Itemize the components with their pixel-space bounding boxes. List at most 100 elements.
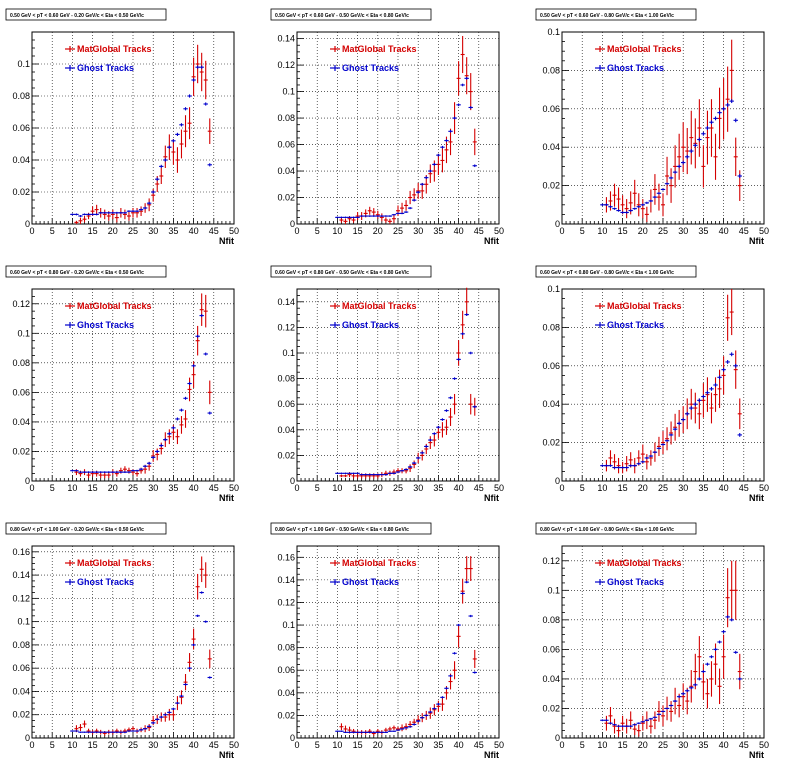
- ghost-point: [620, 466, 625, 469]
- ghost-point: [628, 209, 633, 212]
- ghost-point: [608, 464, 613, 467]
- ghost-point: [195, 65, 200, 69]
- x-tick-label: 50: [759, 740, 769, 750]
- panel-title: 0.50 GeV < pT < 0.60 GeV - 0.50 GeV/c < …: [275, 13, 409, 19]
- y-tick-label: 0.12: [12, 299, 30, 309]
- y-tick-label: 0.12: [277, 322, 295, 332]
- x-tick-label: 5: [580, 740, 585, 750]
- matglobal-point: [440, 422, 445, 438]
- ghost-point: [339, 730, 344, 732]
- grid-lines: [32, 32, 234, 224]
- ghost-point: [383, 731, 389, 734]
- matglobal-point: [644, 454, 649, 470]
- ghost-point: [391, 472, 397, 475]
- matglobal-point: [351, 473, 356, 479]
- legend-label-ghost: Ghost Tracks: [77, 63, 134, 73]
- footer-strip: [0, 762, 230, 772]
- x-tick-label: 20: [638, 226, 648, 236]
- x-tick-label: 5: [315, 483, 320, 493]
- ghost-point: [705, 126, 710, 130]
- ghost-point: [428, 169, 433, 173]
- x-tick-label: 45: [209, 226, 219, 236]
- matglobal-point: [86, 472, 91, 479]
- y-tick-label: 0: [290, 733, 295, 743]
- matglobal-point: [396, 205, 400, 217]
- ghost-point: [355, 731, 360, 734]
- matglobal-point: [355, 473, 360, 479]
- matglobal-point: [636, 193, 641, 217]
- x-tick-label: 0: [294, 740, 299, 750]
- ghost-point: [146, 201, 152, 205]
- x-tick-label: 20: [638, 740, 648, 750]
- matglobal-point: [612, 183, 617, 207]
- ghost-point: [114, 471, 120, 474]
- x-axis-label: Nfit: [219, 493, 234, 503]
- matglobal-point: [98, 472, 103, 479]
- ghost-point: [628, 725, 633, 728]
- matglobal-point: [400, 202, 405, 214]
- ghost-point: [468, 614, 473, 618]
- legend: MatGlobal Tracks Ghost Tracks: [595, 558, 682, 587]
- y-tick-label: 0.08: [542, 65, 560, 75]
- y-tick-label: 0.08: [542, 322, 560, 332]
- matglobal-point: [187, 377, 192, 402]
- ghost-point: [383, 473, 389, 476]
- matglobal-point: [343, 218, 348, 224]
- ghost-point: [616, 725, 621, 728]
- y-tick-label: 0.12: [277, 597, 295, 607]
- x-tick-label: 45: [739, 483, 749, 493]
- matglobal-point: [733, 560, 738, 620]
- ghost-point: [363, 473, 368, 476]
- x-tick-label: 15: [88, 483, 98, 493]
- matglobal-point: [187, 107, 192, 140]
- ghost-point: [367, 215, 372, 217]
- ghost-point: [668, 704, 674, 707]
- ghost-point: [428, 710, 433, 714]
- x-tick-label: 10: [597, 483, 607, 493]
- matglobal-point: [652, 711, 657, 730]
- matglobal-point: [387, 726, 392, 732]
- x-tick-label: 25: [658, 740, 668, 750]
- matglobal-point: [661, 431, 665, 455]
- legend-label-matglobal: MatGlobal Tracks: [77, 301, 152, 311]
- y-tick-label: 0.02: [542, 703, 560, 713]
- x-tick-label: 15: [618, 483, 628, 493]
- ghost-point: [407, 725, 413, 728]
- ghost-point: [648, 199, 654, 203]
- y-axis: 0 0.02 0.04 0.06 0.08 0.1 0.12: [12, 288, 39, 486]
- y-tick-label: 0.1: [282, 87, 295, 97]
- ghost-point: [721, 367, 726, 372]
- ghost-point: [359, 731, 364, 734]
- ghost-point: [171, 426, 176, 430]
- matglobal-point: [661, 705, 665, 727]
- x-tick-label: 40: [189, 740, 199, 750]
- legend-label-matglobal: MatGlobal Tracks: [607, 558, 682, 568]
- ghost-point: [697, 398, 702, 403]
- ghost-point: [371, 731, 376, 734]
- x-tick-label: 20: [373, 483, 383, 493]
- ghost-series: [600, 99, 742, 214]
- ghost-point: [78, 215, 83, 217]
- ghost-point: [387, 215, 393, 217]
- ghost-point: [468, 351, 473, 355]
- matglobal-point: [725, 568, 730, 628]
- legend-label-ghost: Ghost Tracks: [342, 577, 399, 587]
- ghost-point: [701, 394, 706, 399]
- matglobal-point: [656, 701, 661, 722]
- ghost-point: [351, 216, 356, 219]
- matglobal-point: [171, 139, 176, 165]
- ghost-point: [452, 377, 457, 380]
- x-tick-label: 0: [29, 483, 34, 493]
- panel-title: 0.60 GeV < pT < 0.80 GeV - 0.80 GeV/c < …: [540, 270, 674, 276]
- ghost-point: [155, 177, 160, 181]
- ghost-point: [82, 213, 87, 216]
- ghost-point: [656, 447, 662, 450]
- ghost-point: [98, 471, 103, 474]
- ghost-point: [436, 153, 441, 157]
- legend-label-matglobal: MatGlobal Tracks: [342, 558, 417, 568]
- ghost-point: [191, 364, 196, 368]
- ghost-point: [689, 686, 694, 690]
- ghost-point: [151, 190, 156, 194]
